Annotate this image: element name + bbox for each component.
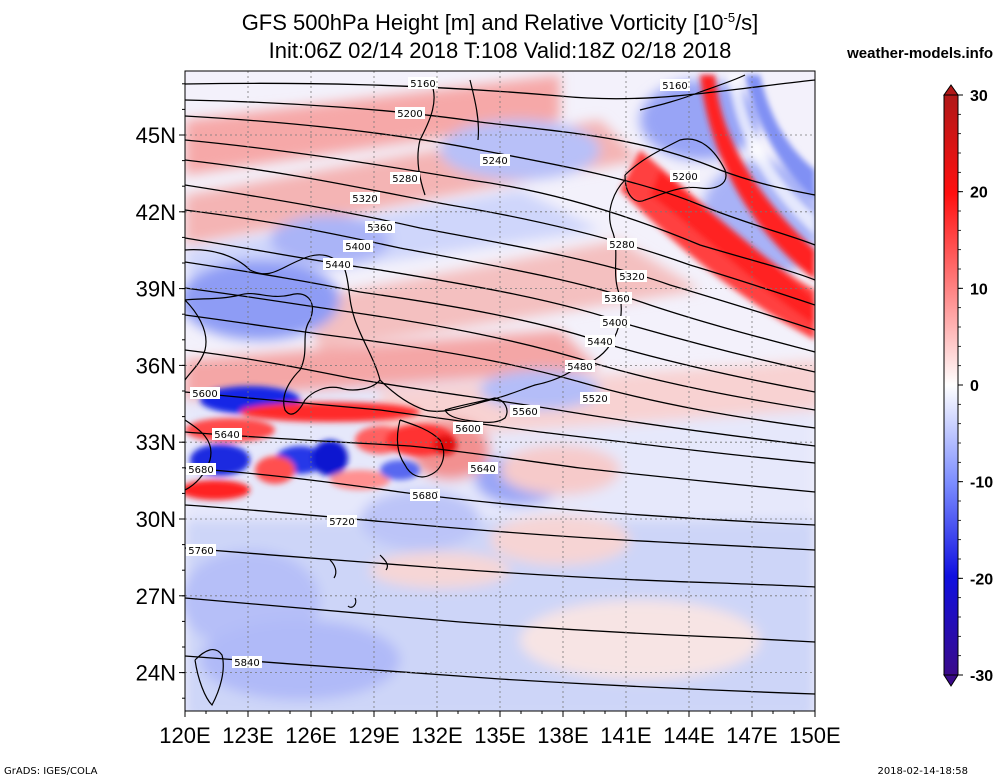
colorbar-ticks: 30 20 10 0 -10 -20 -30 xyxy=(958,88,993,685)
contour-label: 5400 xyxy=(343,240,373,253)
svg-text:5720: 5720 xyxy=(329,517,354,528)
lon-tick-label: 150E xyxy=(789,723,840,748)
contour-label: 5280 xyxy=(607,238,637,251)
lat-tick-label: 27N xyxy=(136,584,176,609)
colorbar-tick-label: -30 xyxy=(970,668,993,685)
svg-text:5360: 5360 xyxy=(604,294,629,305)
contour-label: 5200 xyxy=(670,170,700,183)
contour-label: 5400 xyxy=(600,316,630,329)
svg-text:5760: 5760 xyxy=(188,546,213,557)
gridlines xyxy=(185,71,815,711)
colorbar-tick-label: -20 xyxy=(970,571,993,588)
lon-tick-label: 144E xyxy=(663,723,714,748)
svg-text:5320: 5320 xyxy=(619,272,644,283)
lat-tick-label: 33N xyxy=(136,430,176,455)
lat-tick-label: 42N xyxy=(136,200,176,225)
contour-label: 5440 xyxy=(585,335,615,348)
contour-label: 5360 xyxy=(365,221,395,234)
height-contours xyxy=(185,79,815,695)
contour-label: 5680 xyxy=(186,463,216,476)
lon-tick-label: 120E xyxy=(159,723,210,748)
contour-label: 5640 xyxy=(468,462,498,475)
svg-text:5440: 5440 xyxy=(325,260,350,271)
vorticity-strong-cores xyxy=(185,75,815,500)
colorbar-tick-label: -10 xyxy=(970,475,993,492)
contour-label: 5280 xyxy=(390,172,420,185)
svg-text:5840: 5840 xyxy=(234,658,259,669)
colorbar-tick-label: 10 xyxy=(970,281,988,298)
latitude-axis: 45N 42N 39N 36N 33N 30N 27N 24N xyxy=(136,83,185,699)
svg-text:5640: 5640 xyxy=(470,464,495,475)
contour-label: 5600 xyxy=(190,387,220,400)
colorbar-scale xyxy=(943,94,959,676)
svg-text:5200: 5200 xyxy=(397,109,422,120)
svg-text:5480: 5480 xyxy=(567,362,592,373)
contour-label: 5640 xyxy=(212,428,242,441)
footer-software: GrADS: IGES/COLA xyxy=(4,766,98,777)
svg-text:5400: 5400 xyxy=(602,318,627,329)
svg-text:5520: 5520 xyxy=(582,394,607,405)
title-line-1: GFS 500hPa Height [m] and Relative Vorti… xyxy=(242,10,759,35)
svg-text:5240: 5240 xyxy=(482,156,507,167)
contour-label: 5440 xyxy=(323,258,353,271)
contour-label: 5560 xyxy=(510,405,540,418)
site-watermark: weather-models.info xyxy=(846,45,993,62)
contour-label: 5680 xyxy=(410,489,440,502)
contour-label: 5360 xyxy=(602,292,632,305)
svg-text:5360: 5360 xyxy=(367,223,392,234)
contour-label: 5760 xyxy=(186,544,216,557)
svg-text:5160: 5160 xyxy=(410,79,435,90)
contour-label: 5840 xyxy=(232,656,262,669)
contour-label: 5520 xyxy=(580,392,610,405)
svg-text:5280: 5280 xyxy=(392,174,417,185)
lon-tick-label: 132E xyxy=(411,723,462,748)
svg-text:5160: 5160 xyxy=(662,81,687,92)
contour-label: 5320 xyxy=(617,270,647,283)
colorbar-tick-label: 30 xyxy=(970,88,988,105)
svg-text:5600: 5600 xyxy=(455,424,480,435)
svg-text:5400: 5400 xyxy=(345,242,370,253)
contour-labels: 5160 5200 5240 5280 5320 5360 5400 5440 … xyxy=(186,77,700,669)
lon-tick-label: 147E xyxy=(726,723,777,748)
colorbar-max-arrow xyxy=(943,84,959,96)
contour-label: 5480 xyxy=(565,360,595,373)
lat-tick-label: 39N xyxy=(136,277,176,302)
colorbar-min-arrow xyxy=(943,674,959,687)
svg-text:5640: 5640 xyxy=(214,430,239,441)
svg-text:5280: 5280 xyxy=(609,240,634,251)
svg-text:5440: 5440 xyxy=(587,337,612,348)
svg-text:5680: 5680 xyxy=(188,465,213,476)
contour-label: 5160 xyxy=(408,77,438,90)
colorbar-tick-label: 20 xyxy=(970,185,988,202)
lon-tick-label: 126E xyxy=(285,723,336,748)
svg-text:5560: 5560 xyxy=(512,407,537,418)
contour-label: 5240 xyxy=(480,154,510,167)
lon-tick-label: 141E xyxy=(600,723,651,748)
svg-text:5680: 5680 xyxy=(412,491,437,502)
plot-area: 5160 5200 5240 5280 5320 5360 5400 5440 … xyxy=(185,71,815,711)
contour-label: 5200 xyxy=(395,107,425,120)
lon-tick-label: 138E xyxy=(537,723,588,748)
contour-label: 5160 xyxy=(660,79,690,92)
longitude-axis: 120E 123E 126E 129E 132E 135E 138E 141E 144E 147E… xyxy=(159,711,841,748)
lat-tick-label: 45N xyxy=(136,123,176,148)
title-line-2: Init:06Z 02/14 2018 T:108 Valid:18Z 02/1… xyxy=(269,38,732,63)
lon-tick-label: 135E xyxy=(474,723,525,748)
lon-tick-label: 129E xyxy=(348,723,399,748)
svg-text:5320: 5320 xyxy=(352,194,377,205)
contour-label: 5320 xyxy=(350,192,380,205)
colorbar: 30 20 10 0 -10 -20 -30 xyxy=(943,84,993,687)
lat-tick-label: 36N xyxy=(136,353,176,378)
lat-tick-label: 24N xyxy=(136,661,176,686)
lon-tick-label: 123E xyxy=(222,723,273,748)
contour-label: 5720 xyxy=(327,515,357,528)
svg-text:5600: 5600 xyxy=(192,389,217,400)
colorbar-tick-label: 0 xyxy=(970,378,979,395)
footer-timestamp: 2018-02-14-18:58 xyxy=(877,766,968,777)
svg-text:5200: 5200 xyxy=(672,172,697,183)
contour-label: 5600 xyxy=(453,422,483,435)
lat-tick-label: 30N xyxy=(136,507,176,532)
